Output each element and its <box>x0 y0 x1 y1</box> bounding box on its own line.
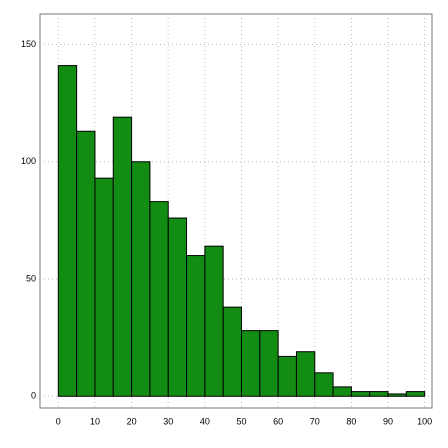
bar <box>314 372 334 397</box>
bar <box>57 65 78 397</box>
x-tick-label: 40 <box>200 416 210 426</box>
y-tick-label: 50 <box>26 273 36 283</box>
x-tick-label: 100 <box>417 416 432 426</box>
x-tick-label: 90 <box>383 416 393 426</box>
x-tick-label: 10 <box>90 416 100 426</box>
bar <box>240 330 261 397</box>
bar <box>94 177 114 397</box>
x-tick-label: 50 <box>236 416 246 426</box>
y-tick-label: 0 <box>31 391 36 401</box>
bar <box>76 130 96 397</box>
y-tick-label: 150 <box>21 39 36 49</box>
bar <box>332 386 352 397</box>
bar <box>259 330 279 397</box>
x-tick-label: 60 <box>273 416 283 426</box>
x-tick-label: 70 <box>310 416 320 426</box>
bar <box>186 255 206 397</box>
bar <box>387 393 407 397</box>
x-tick-label: 80 <box>346 416 356 426</box>
x-tick-label: 30 <box>163 416 173 426</box>
bar <box>277 355 297 397</box>
bar <box>222 306 242 397</box>
bar <box>149 201 169 397</box>
bar <box>350 391 371 397</box>
bar <box>167 217 188 397</box>
bar <box>405 391 426 397</box>
x-tick-label: 0 <box>56 416 61 426</box>
bar <box>131 161 151 397</box>
bar <box>204 245 224 397</box>
x-tick-label: 20 <box>127 416 137 426</box>
bar <box>295 351 316 397</box>
bar <box>369 391 389 397</box>
bar <box>112 116 133 397</box>
y-tick-label: 100 <box>21 156 36 166</box>
